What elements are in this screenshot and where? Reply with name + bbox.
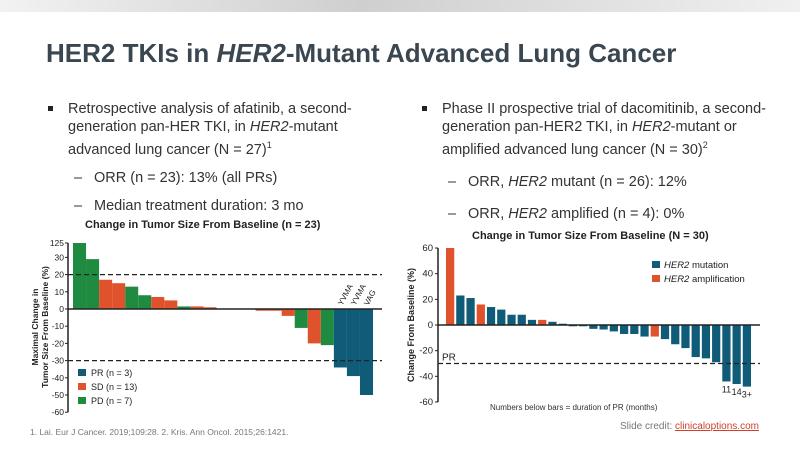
y-tick-label: 125 — [50, 238, 64, 248]
credit-link[interactable]: clinicaloptions.com — [675, 421, 759, 432]
bar-sd — [281, 309, 295, 316]
right-bullet: Phase II prospective trial of dacomitini… — [420, 100, 790, 159]
y-tick-label: 10 — [55, 287, 65, 297]
bar-pd — [320, 309, 334, 346]
left-sub-duration: Median treatment duration: 3 mo — [46, 197, 376, 215]
bar-pd — [138, 295, 152, 309]
bar-sd — [203, 307, 217, 309]
legend-label: HER2 mutation — [664, 260, 728, 271]
y-axis-label: Maximal Change in — [30, 289, 40, 366]
y-tick-label: 0 — [428, 320, 433, 331]
right-sub-amplified: ORR, HER2 amplified (n = 4): 0% — [420, 205, 790, 223]
bar-mutation — [517, 314, 526, 325]
bar-amplification — [476, 304, 485, 325]
right-sub-mutant: ORR, HER2 mutant (n = 26): 12% — [420, 173, 790, 191]
y-tick-label: 20 — [422, 294, 433, 305]
right-text-column: Phase II prospective trial of dacomitini… — [420, 100, 790, 223]
legend-label: PD (n = 7) — [91, 396, 132, 406]
bar-pd — [294, 309, 308, 328]
bar-mutation — [742, 325, 751, 387]
bar-pr — [359, 309, 373, 395]
bar-mutation — [466, 298, 475, 325]
bar-mutation — [671, 325, 680, 345]
bar-mutation — [486, 307, 496, 325]
bar-pd — [125, 286, 139, 309]
left-chart-title: Change in Tumor Size From Baseline (n = … — [85, 219, 321, 231]
bar-amplification — [650, 325, 659, 337]
bar-label: 3+ — [742, 390, 752, 400]
slide-title: HER2 TKIs in HER2-Mutant Advanced Lung C… — [46, 38, 677, 68]
left-bullet: Retrospective analysis of afatinib, a se… — [46, 100, 376, 159]
y-tick-label: -40 — [419, 371, 433, 382]
legend-label: HER2 amplification — [664, 274, 745, 285]
bar-pd — [86, 259, 100, 309]
y-axis-label: Tumor Size From Baseline (%) — [40, 266, 50, 388]
reference-label: PR — [442, 352, 456, 363]
bar-sd — [307, 309, 321, 344]
legend-swatch-mutation — [652, 261, 660, 268]
y-tick-label: -50 — [52, 390, 65, 400]
bar-mutation — [497, 309, 506, 325]
left-sub-orr: ORR (n = 23): 13% (all PRs) — [46, 169, 376, 187]
bar-mutation — [732, 325, 741, 385]
bar-sd — [255, 309, 269, 311]
bar-mutation — [548, 321, 557, 325]
legend-swatch-sd — [78, 383, 86, 390]
bar-sd — [151, 296, 165, 309]
y-tick-label: 20 — [55, 270, 65, 280]
bar-label: 14 — [732, 387, 742, 397]
y-tick-label: -60 — [419, 397, 433, 408]
bar-mutation — [507, 314, 516, 325]
bar-mutation — [609, 325, 618, 332]
legend-swatch-pd — [78, 397, 86, 404]
bar-mutation — [701, 325, 711, 359]
bar-pd — [73, 243, 87, 309]
y-tick-label: -20 — [52, 338, 65, 348]
legend-swatch-pr — [78, 369, 86, 376]
footnote: 1. Lai. Eur J Cancer. 2019;109:28. 2. Kr… — [30, 427, 289, 437]
y-tick-label: -20 — [419, 346, 433, 357]
legend-label: PR (n = 3) — [91, 368, 132, 378]
left-text-column: Retrospective analysis of afatinib, a se… — [46, 100, 376, 215]
y-tick-label: 40 — [422, 269, 433, 280]
bar-mutation — [456, 295, 465, 325]
y-tick-label: -30 — [52, 356, 65, 366]
right-chart-title: Change in Tumor Size From Baseline (N = … — [472, 230, 709, 242]
bar-sd — [268, 309, 282, 311]
bar-mutation — [681, 325, 690, 349]
y-axis-label: Change From Baseline (%) — [406, 268, 416, 382]
y-tick-label: -10 — [52, 321, 65, 331]
bar-pd — [177, 306, 191, 309]
legend-swatch-amplification — [652, 275, 660, 282]
slide-credit: Slide credit: clinicaloptions.com — [620, 421, 759, 432]
bar-mutation — [619, 325, 629, 334]
bar-pr — [346, 309, 360, 377]
bar-sd — [99, 279, 113, 309]
bar-amplification — [446, 248, 455, 325]
y-tick-label: 0 — [59, 304, 64, 314]
bar-mutation — [599, 325, 608, 330]
bar-amplification — [538, 319, 547, 325]
bar-mutation — [722, 325, 731, 382]
bar-mutation — [640, 325, 649, 337]
bar-mutation — [660, 325, 670, 340]
y-tick-label: -40 — [52, 373, 65, 383]
bar-sd — [190, 306, 204, 309]
bar-mutation — [630, 325, 639, 334]
y-tick-label: -60 — [52, 407, 65, 417]
bar-sd — [112, 283, 126, 309]
right-chart-note: Numbers below bars = duration of PR (mon… — [490, 403, 658, 412]
bar-mutation — [712, 325, 721, 363]
bar-label: 11 — [722, 384, 731, 394]
top-banner — [0, 0, 800, 12]
legend-label: SD (n = 13) — [91, 382, 137, 392]
bar-mutation — [589, 325, 598, 329]
bar-mutation — [691, 325, 700, 358]
y-tick-label: 60 — [422, 243, 433, 254]
bar-pr — [333, 309, 347, 368]
bar-mutation — [527, 319, 537, 325]
bar-sd — [164, 300, 178, 309]
y-tick-label: 30 — [55, 252, 65, 262]
